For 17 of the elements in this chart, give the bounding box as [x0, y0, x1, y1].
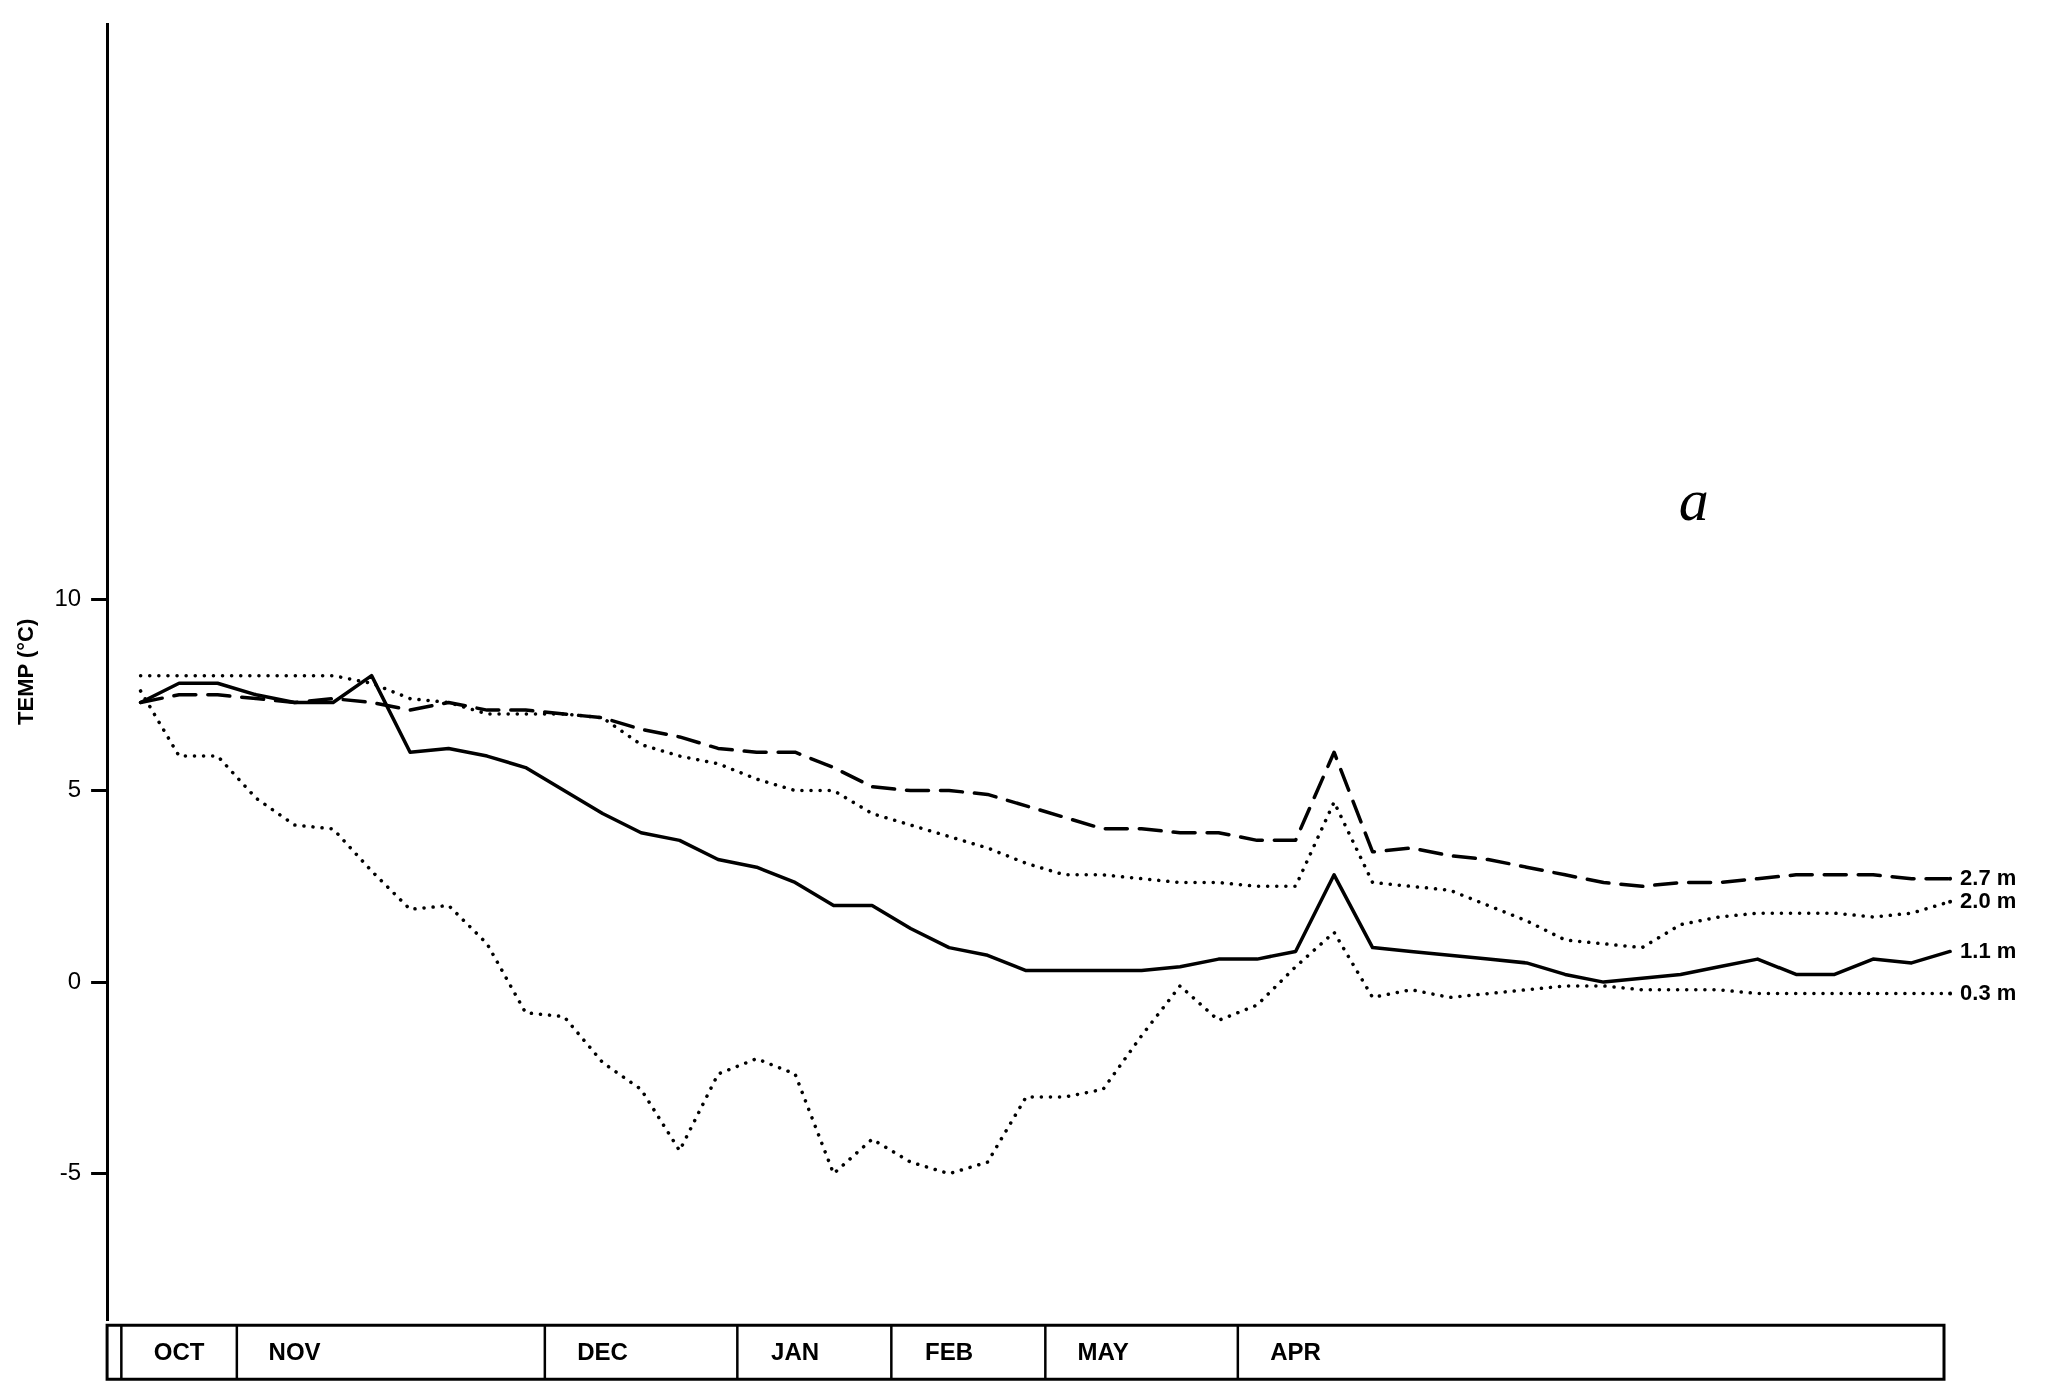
x-tick-label: APR	[1270, 1338, 1321, 1366]
x-tick-label: DEC	[577, 1338, 628, 1366]
y-tick-label: 5	[67, 775, 82, 803]
series-label: 1.1 m	[1960, 937, 2017, 963]
y-tick-label: 0	[67, 966, 82, 994]
x-tick-label: OCT	[153, 1338, 205, 1366]
y-tick-label: -5	[59, 1158, 82, 1186]
x-tick-label: MAY	[1077, 1338, 1129, 1366]
y-tick-label: 10	[54, 583, 82, 611]
x-tick-label: JAN	[771, 1338, 820, 1366]
series-label: 0.3 m	[1960, 979, 2017, 1005]
x-tick-label: NOV	[268, 1338, 321, 1366]
x-tick-label: FEB	[925, 1338, 974, 1366]
y-axis-title: TEMP (°C)	[13, 618, 39, 725]
annotation: a	[1678, 467, 1709, 534]
series-label: 2.0 m	[1960, 887, 2017, 913]
series-label: 2.7 m	[1960, 864, 2017, 890]
